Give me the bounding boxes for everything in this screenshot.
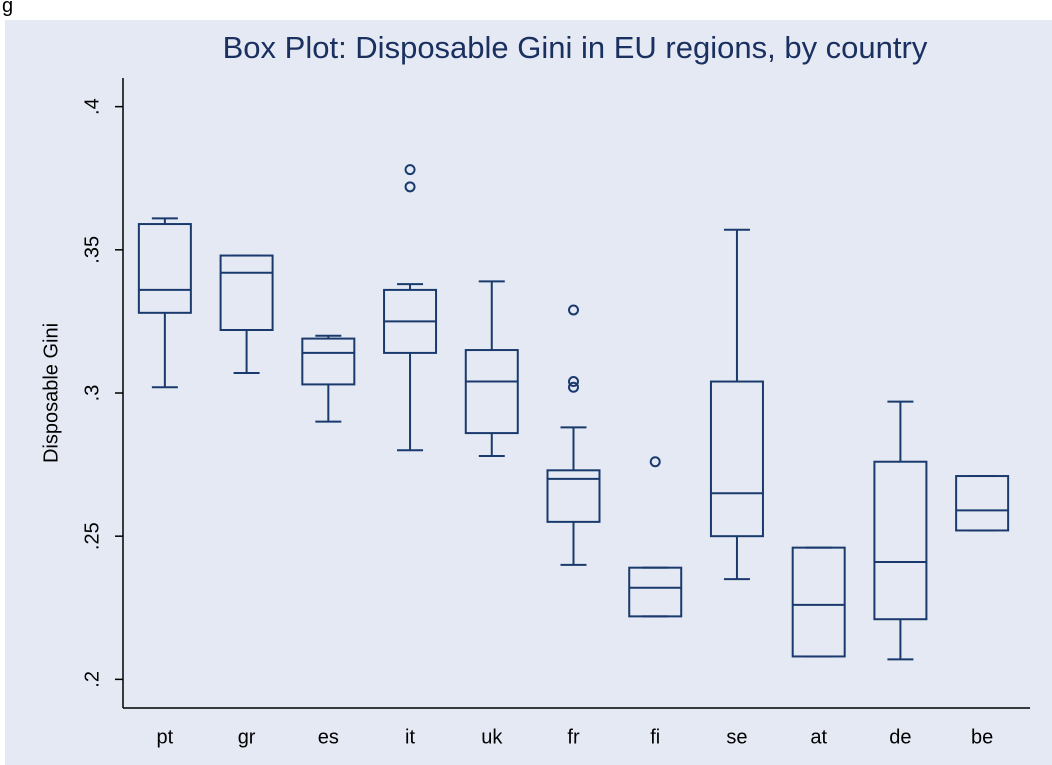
box [791,546,846,658]
x-tick-label: it [405,726,415,748]
x-tick-label: fi [650,726,660,748]
x-tick-label: de [889,726,911,748]
box [219,254,274,331]
box [464,349,519,435]
x-tick-label: gr [238,726,256,748]
y-tick-label: .4 [81,98,103,115]
outlier [568,381,579,393]
box [546,469,601,523]
box [873,460,928,621]
y-tick-label: .35 [81,236,103,264]
x-tick-label: fr [567,726,580,748]
box [301,337,356,386]
box [628,566,683,618]
y-tick-label: .3 [81,385,103,402]
outlier [649,456,661,468]
outlier [404,164,416,176]
box [955,475,1010,532]
y-tick-label: .2 [81,671,103,688]
outlier [568,376,579,388]
x-tick-label: be [971,726,993,748]
x-tick-label: at [810,726,827,748]
chart-title: Box Plot: Disposable Gini in EU regions,… [223,30,928,65]
outlier [568,304,579,316]
box [137,223,192,314]
x-tick-label: es [318,726,339,748]
chart-background [5,20,1052,765]
box [709,380,764,538]
outlier [404,181,416,193]
caption: g [2,0,13,17]
y-axis-title: Disposable Gini [40,323,62,463]
x-tick-label: se [726,726,747,748]
x-tick-label: uk [481,726,503,748]
x-tick-label: pt [157,726,174,748]
y-tick-label: .25 [81,522,103,550]
